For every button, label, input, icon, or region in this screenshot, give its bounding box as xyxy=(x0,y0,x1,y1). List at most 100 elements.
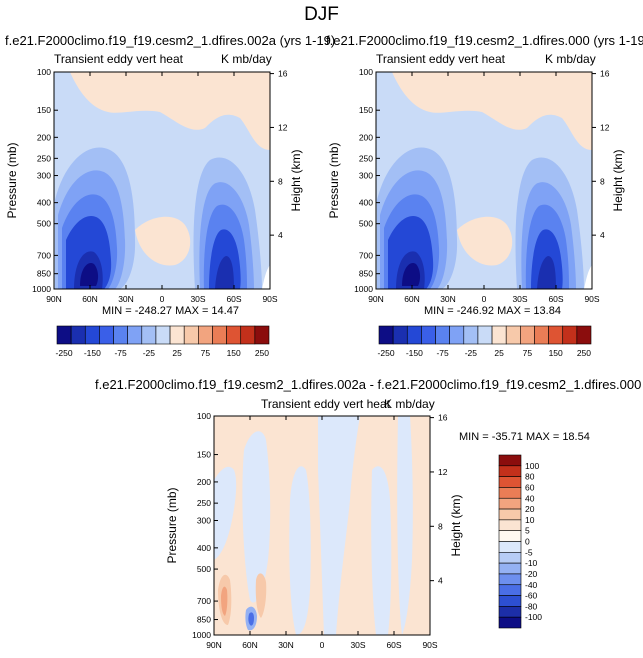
panel2-y-tick-label: 500 xyxy=(359,219,373,229)
panel1-colorbar-box xyxy=(169,325,185,345)
panel3-y-tick-label: 1000 xyxy=(192,630,211,640)
panel1-colorbar-box xyxy=(84,325,100,345)
panel3-y2-tick-label: 16 xyxy=(438,413,448,423)
panel3-y-tick-label: 500 xyxy=(197,564,211,574)
panel3-colorbar-box xyxy=(498,606,522,618)
panel2-colorbar-label: -150 xyxy=(406,348,423,358)
panel3-units-label: K mb/day xyxy=(384,397,435,411)
panel3-y-tick-label: 700 xyxy=(197,596,211,606)
panel3-variable-label: Transient eddy vert heat xyxy=(261,397,390,411)
panel1-x-tick-label: 30S xyxy=(190,294,205,304)
panel3-x-tick-label: 30N xyxy=(278,640,294,650)
panel3-colorbar-box xyxy=(498,573,522,586)
panel3-y2-tick-label: 12 xyxy=(438,467,448,477)
panel1-x-tick-label: 0 xyxy=(160,294,165,304)
panel1-colorbar-box xyxy=(226,325,242,345)
panel1-axes: 90N 60N 30N 0 30S 60S 90S 1000 850 700 500 400 300 25… xyxy=(5,67,303,304)
panel1-y2-tick-label: 8 xyxy=(278,176,283,186)
panel2-y-tick-label: 700 xyxy=(359,250,373,260)
panel2-colorbar-box xyxy=(520,325,535,345)
panel3-y-tick-label: 850 xyxy=(197,615,211,625)
panel1-colorbar-label: 25 xyxy=(172,348,182,358)
panel3-colorbar-label: 80 xyxy=(525,472,535,482)
panel1-colorbar-box xyxy=(254,325,270,345)
panel3-colorbar-label: 5 xyxy=(525,526,530,536)
panel1-colorbar-label: -250 xyxy=(56,348,73,358)
panel2-y-tick-label: 250 xyxy=(359,153,373,163)
panel1-colorbar-box xyxy=(70,325,86,345)
panel1-y2-tick-label: 12 xyxy=(278,122,288,132)
panel1-y-tick-label: 1000 xyxy=(32,284,51,294)
panel1-y-tick-label: 200 xyxy=(37,132,51,142)
panel3-y-tick-label: 150 xyxy=(197,450,211,460)
panel3-colorbar-box xyxy=(498,454,522,467)
panel3-minmax: MIN = -35.71 MAX = 18.54 xyxy=(459,431,590,443)
panel2-x-tick-label: 0 xyxy=(482,294,487,304)
panel3-colorbar-box xyxy=(498,541,522,553)
panel2-variable-label: Transient eddy vert heat xyxy=(376,52,505,66)
panel2-colorbar-label: -75 xyxy=(436,348,449,358)
panel1-units-label: K mb/day xyxy=(221,52,272,66)
panel2-axes: 90N 60N 30N 0 30S 60S 90S 1000 850 700 500 400 300 25… xyxy=(327,67,625,304)
panel1-y-tick-label: 300 xyxy=(37,171,51,181)
panel2-x-tick-label: 90N xyxy=(368,294,384,304)
panel3-colorbar-label: -60 xyxy=(525,591,538,601)
panel2-colorbar-box xyxy=(505,325,521,345)
panel1-y2-tick-label: 16 xyxy=(278,69,288,79)
panel1-y-tick-label: 850 xyxy=(37,269,51,279)
panel3-colorbar-box xyxy=(498,465,522,477)
panel1-colorbar-label: -75 xyxy=(114,348,127,358)
panel1-x-tick-label: 30N xyxy=(118,294,134,304)
figure-title: DJF xyxy=(304,4,339,25)
panel3-x-tick-label: 30S xyxy=(350,640,365,650)
panel3-x-tick-label: 60N xyxy=(242,640,258,650)
panel3-colorbar-box xyxy=(498,508,522,521)
panel1-colorbar-box xyxy=(198,325,213,345)
panel3-x-tick-label: 90S xyxy=(422,640,437,650)
panel2-colorbar-box xyxy=(576,325,592,345)
panel3-y-tick-label: 100 xyxy=(197,411,211,421)
panel3-contour-field xyxy=(214,416,430,635)
panel2-colorbar-box xyxy=(392,325,408,345)
panel3-colorbar-box xyxy=(498,616,522,629)
panel2-y-tick-label: 300 xyxy=(359,171,373,181)
panel1-colorbar-label: 150 xyxy=(227,348,241,358)
panel2-colorbar-label: -250 xyxy=(378,348,395,358)
panel3-axes: 90N 60N 30N 0 30S 60S 90S 1000 850 700 500 400 300 25… xyxy=(165,411,463,650)
panel2-colorbar-box xyxy=(449,325,465,345)
panel2-x-tick-label: 30N xyxy=(440,294,456,304)
panel2-colorbar-box xyxy=(477,325,493,345)
panel1-colorbar-box xyxy=(240,325,256,345)
panel2-x-tick-label: 60S xyxy=(548,294,563,304)
panel3-colorbar-label: -80 xyxy=(525,601,538,611)
panel3-colorbar-label: -100 xyxy=(525,612,542,622)
panel3-colorbar-label: -20 xyxy=(525,569,538,579)
panel2-y-tick-label: 400 xyxy=(359,198,373,208)
panel2-y-tick-label: 100 xyxy=(359,67,373,77)
panel2-y2-tick-label: 4 xyxy=(600,230,605,240)
panel1-colorbar-box xyxy=(141,325,157,345)
panel1-y-tick-label: 400 xyxy=(37,198,51,208)
panel1-y-tick-label: 100 xyxy=(37,67,51,77)
panel1-y-tick-label: 500 xyxy=(37,219,51,229)
panel3-colorbar-label: -10 xyxy=(525,558,538,568)
panel1-colorbar-label: 250 xyxy=(255,348,269,358)
panel2-y-tick-label: 150 xyxy=(359,105,373,115)
panel2-case-title: f.e21.F2000climo.f19_f19.cesm2_1.dfires.… xyxy=(326,33,643,48)
panel1-y-tick-label: 700 xyxy=(37,250,51,260)
panel3-y-tick-label: 400 xyxy=(197,543,211,553)
panel3-x-tick-label: 0 xyxy=(320,640,325,650)
panel1-x-tick-label: 60N xyxy=(82,294,98,304)
panel1-colorbar-label: 75 xyxy=(201,348,211,358)
panel2-colorbar-box xyxy=(378,325,394,345)
panel2-x-tick-label: 30S xyxy=(512,294,527,304)
panel3-colorbar-label: 0 xyxy=(525,537,530,547)
panel1-colorbar-label: -25 xyxy=(143,348,156,358)
panel1-case-title: f.e21.F2000climo.f19_f19.cesm2_1.dfires.… xyxy=(5,33,336,48)
panel2-colorbar-label: 25 xyxy=(494,348,504,358)
panel2-colorbar-label: -25 xyxy=(465,348,478,358)
panel2-colorbar-box xyxy=(406,325,422,345)
panel3-colorbar-box xyxy=(498,487,522,499)
